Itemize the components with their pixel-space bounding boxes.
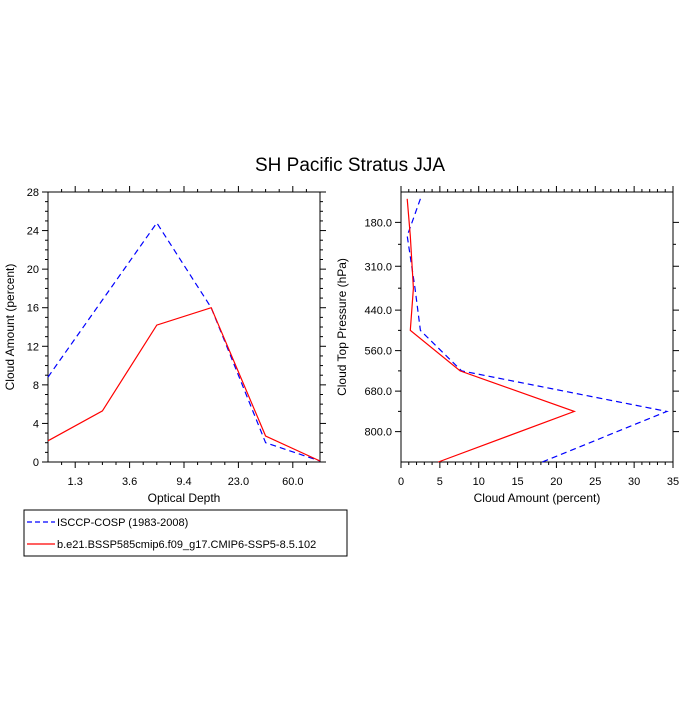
right-series-line-model: [406, 198, 577, 463]
right-x-tick-label: 20: [550, 476, 562, 488]
left-series-group: [47, 221, 321, 462]
left-x-tick-label: 60.0: [282, 476, 303, 488]
left-plot-frame: [47, 191, 321, 463]
right-x-tick-label: 0: [398, 476, 404, 488]
left-y-tick-label: 16: [27, 303, 39, 315]
right-y-tick-label: 310.0: [364, 261, 392, 273]
right-y-tick-label: 680.0: [364, 386, 392, 398]
legend-box: [23, 509, 348, 557]
left-y-tick-label: 28: [27, 187, 39, 199]
left-x-tick-label: 3.6: [122, 476, 137, 488]
right-x-tick-label: 30: [628, 476, 640, 488]
left-x-tick-label: 9.4: [176, 476, 191, 488]
left-series-line-isccp: [47, 221, 321, 462]
right-x-tick-label: 15: [511, 476, 523, 488]
right-y-axis-label: Cloud Top Pressure (hPa): [335, 258, 349, 396]
legend-label-isccp: ISCCP-COSP (1983-2008): [57, 517, 188, 529]
right-series-line-isccp: [406, 198, 669, 463]
left-series-line-model: [47, 306, 321, 462]
left-y-tick-label: 8: [33, 380, 39, 392]
left-y-tick-label: 20: [27, 264, 39, 276]
left-plot: 0 4 8 12 16 20 24 28 1.3 3.6 9.4 23.0 60.0 Optical D…: [3, 186, 326, 505]
left-y-tick-label: 12: [27, 341, 39, 353]
left-y-tick-label: 0: [33, 457, 39, 469]
right-y-tick-label: 180.0: [364, 217, 392, 229]
chart-title: SH Pacific Stratus JJA: [255, 155, 445, 176]
right-y-tick-label: 800.0: [364, 427, 392, 439]
legend: ISCCP-COSP (1983-2008) b.e21.BSSP585cmip…: [23, 509, 348, 557]
left-x-tick-label: 1.3: [68, 476, 83, 488]
left-x-tick-label: 23.0: [228, 476, 249, 488]
left-x-axis-label: Optical Depth: [148, 491, 221, 505]
right-x-axis-label: Cloud Amount (percent): [474, 491, 601, 505]
right-series-group: [406, 198, 669, 463]
right-x-tick-label: 10: [473, 476, 485, 488]
right-y-tick-label: 440.0: [364, 305, 392, 317]
left-y-tick-label: 24: [27, 226, 39, 238]
right-y-tick-label: 560.0: [364, 346, 392, 358]
right-plot: 180.0 310.0 440.0 560.0 680.0 800.0 0 5 10 15 20 25…: [335, 186, 679, 505]
legend-label-model: b.e21.BSSP585cmip6.f09_g17.CMIP6-SSP5-8.…: [57, 539, 316, 551]
left-y-tick-label: 4: [33, 418, 39, 430]
right-x-tick-label: 5: [437, 476, 443, 488]
left-tick-group: 0 4 8 12 16 20 24 28 1.3 3.6 9.4 23.0 60.0: [27, 186, 326, 488]
right-x-tick-label: 35: [667, 476, 679, 488]
right-plot-frame: [400, 191, 674, 463]
right-x-tick-label: 25: [589, 476, 601, 488]
right-tick-group: 180.0 310.0 440.0 560.0 680.0 800.0 0 5 10 15 20 25…: [364, 186, 679, 488]
left-y-axis-label: Cloud Amount (percent): [3, 264, 17, 391]
